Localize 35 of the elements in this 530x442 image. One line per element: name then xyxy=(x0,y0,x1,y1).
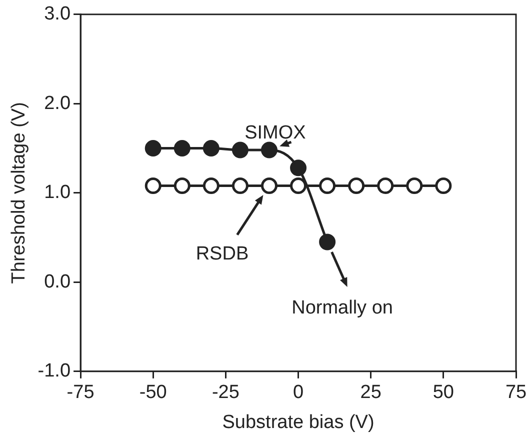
annotation: SIMOX xyxy=(244,122,306,144)
annotation: Normally on xyxy=(292,297,393,318)
point xyxy=(232,142,248,158)
point xyxy=(406,178,423,194)
point xyxy=(174,178,190,194)
point xyxy=(290,178,307,194)
point xyxy=(348,178,365,194)
x-tick-label: -50 xyxy=(139,382,167,404)
y-tick-label: -1.0 xyxy=(38,360,71,382)
annotation: RSDB xyxy=(196,243,249,264)
x-tick-label: 0 xyxy=(292,382,304,404)
point xyxy=(144,140,162,157)
y-tick-label: 3.0 xyxy=(44,4,71,25)
y-tick-label: 0.0 xyxy=(44,271,71,292)
x-axis-title: Substrate bias (V) xyxy=(222,412,374,433)
point xyxy=(202,140,220,157)
y-tick-label: 2.0 xyxy=(44,92,71,114)
point xyxy=(435,178,452,194)
point xyxy=(174,140,190,157)
point xyxy=(232,178,248,194)
point xyxy=(202,178,220,194)
x-tick-label: 75 xyxy=(505,382,527,404)
y-tick-label: 1.0 xyxy=(44,182,71,204)
point xyxy=(260,178,278,194)
point xyxy=(260,142,278,158)
point xyxy=(319,178,336,194)
x-tick-label: -75 xyxy=(66,382,94,404)
point xyxy=(144,178,162,194)
y-axis-title: Threshold voltage (V) xyxy=(8,102,30,284)
x-tick-label: -25 xyxy=(212,382,240,404)
point xyxy=(319,234,336,250)
x-tick-label: 50 xyxy=(432,382,454,404)
point xyxy=(377,178,394,194)
x-tick-label: 25 xyxy=(360,382,382,404)
point xyxy=(290,160,307,176)
